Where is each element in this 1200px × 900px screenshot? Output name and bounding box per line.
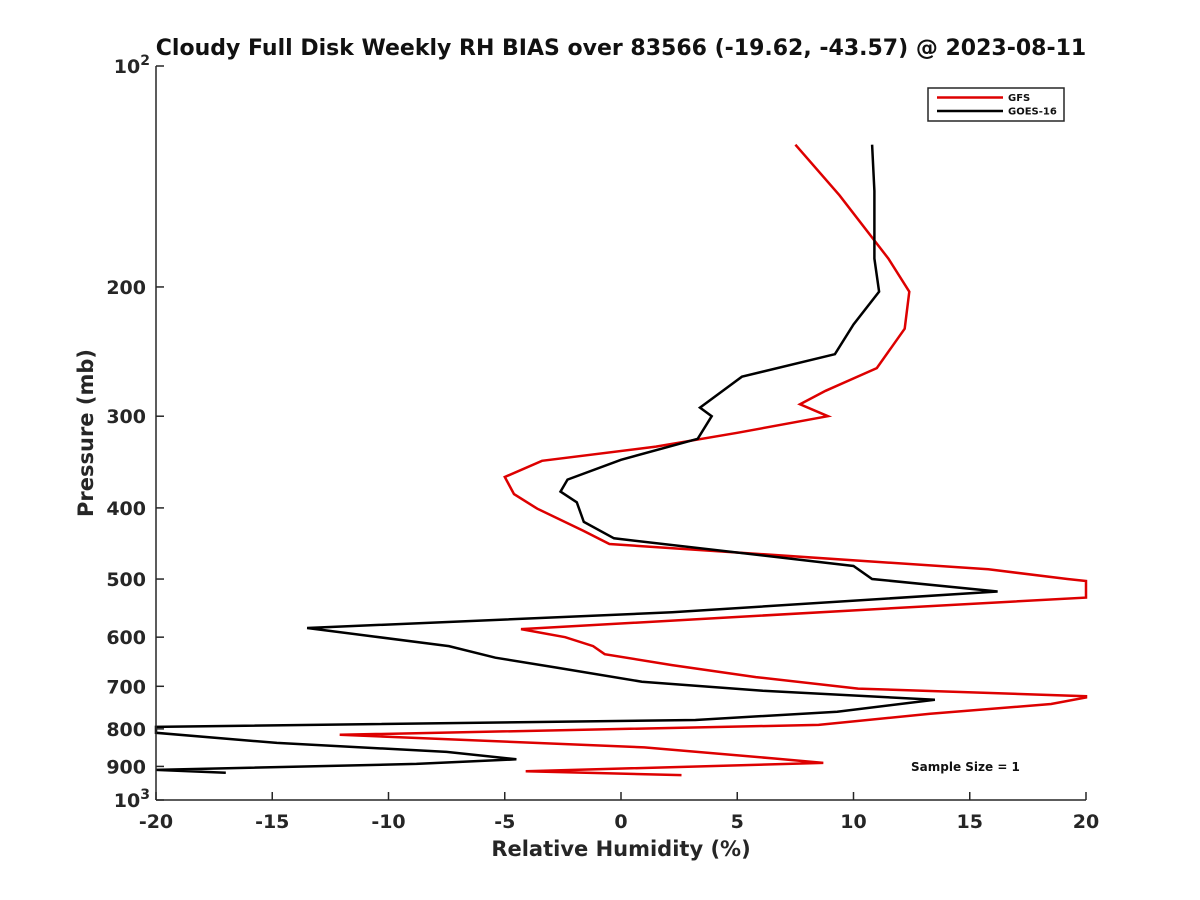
sample-size-annotation: Sample Size = 1 [911,760,1020,774]
legend-label-goes16: GOES-16 [1008,107,1057,118]
series-line-goes16 [154,144,998,774]
legend: GFS GOES-16 [927,87,1065,122]
y-tick-label: 800 [106,719,146,741]
x-axis-ticks: -20 -15 -10 -5 0 5 10 15 20 [139,792,1099,833]
y-tick-label: 200 [106,277,146,299]
x-tick-label: 5 [731,811,744,833]
x-tick-label: -10 [371,811,405,833]
x-tick-label: 15 [957,811,983,833]
y-tick-label: 300 [106,406,146,428]
x-tick-label: 20 [1073,811,1099,833]
y-tick-label: 600 [106,627,146,649]
x-tick-label: 0 [614,811,627,833]
x-tick-label: -15 [255,811,289,833]
legend-label-gfs: GFS [1008,93,1030,104]
y-axis-ticks: 200 300 400 500 600 700 800 900 102 103 [106,53,164,812]
x-axis-label: Relative Humidity (%) [491,837,750,861]
y-tick-label: 400 [106,498,146,520]
legend-box [927,87,1065,122]
series-line-gfs [339,143,1088,777]
y-tick-label: 700 [106,676,146,698]
y-tick-label: 500 [106,569,146,591]
x-tick-label: -5 [494,811,515,833]
plot-area [154,143,1088,777]
y-tick-label-power: 103 [114,787,150,812]
y-axis-label: Pressure (mb) [74,349,98,517]
x-tick-label: 10 [840,811,866,833]
y-tick-label-power: 102 [114,53,150,78]
chart-title: Cloudy Full Disk Weekly RH BIAS over 835… [156,36,1086,61]
x-tick-label: -20 [139,811,173,833]
y-tick-label: 900 [106,756,146,778]
